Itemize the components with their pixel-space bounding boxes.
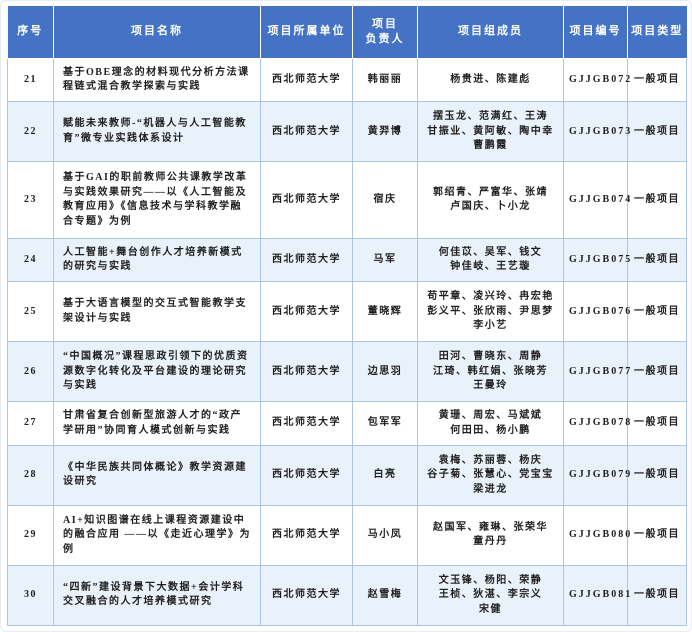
cell-index: 28 [7, 444, 54, 506]
cell-project-name: 基于OBE理念的材料现代分析方法课程链式混合教学探索与实践 [53, 57, 261, 103]
cell-unit: 西北师范大学 [260, 101, 353, 163]
table-row: 24 人工智能+舞台创作人才培养新模式的研究与实践 西北师范大学 马军 何佳苡、… [7, 238, 687, 283]
cell-type: 一般项目 [627, 101, 687, 163]
cell-unit: 西北师范大学 [260, 504, 353, 566]
cell-members: 文玉锋、杨阳、荣静 王桢、狄湛、李宗义 宋健 [417, 564, 564, 627]
cell-project-name: 赋能未来教师-“机器人与人工智能教育”微专业实践体系设计 [53, 101, 261, 163]
table-row: 30 “四新”建设背景下大数据+会计学科交叉融合的人才培养模式研究 西北师范大学… [7, 564, 687, 627]
projects-table: 序号 项目名称 项目所属单位 项目 负责人 项目组成员 项目编号 项目类型 21… [7, 6, 687, 627]
cell-members: 黄珊、周宏、马斌斌 何田田、杨小鹏 [417, 401, 564, 446]
cell-index: 22 [7, 101, 54, 163]
cell-project-name: 甘肃省复合创新型旅游人才的“政产学研用”协同育人模式创新与实践 [53, 401, 261, 446]
cell-project-name: 人工智能+舞台创作人才培养新模式的研究与实践 [53, 238, 261, 283]
col-header-type: 项目类型 [627, 6, 687, 59]
col-header-code: 项目编号 [563, 6, 628, 59]
table-row: 22 赋能未来教师-“机器人与人工智能教育”微专业实践体系设计 西北师范大学 黄… [7, 101, 687, 163]
cell-type: 一般项目 [627, 504, 687, 566]
cell-project-name: “四新”建设背景下大数据+会计学科交叉融合的人才培养模式研究 [53, 564, 261, 627]
cell-members: 何佳苡、吴军、钱文 钟佳岐、王艺璇 [417, 238, 564, 283]
cell-leader: 马小凤 [352, 504, 418, 566]
cell-leader: 韩丽丽 [352, 57, 418, 103]
cell-type: 一般项目 [627, 57, 687, 103]
cell-type: 一般项目 [627, 238, 687, 283]
cell-code: GJJGB073 [563, 101, 630, 163]
cell-members: 郭绍青、严富华、张靖 卢国庆、卜小龙 [417, 161, 564, 240]
header-row: 序号 项目名称 项目所属单位 项目 负责人 项目组成员 项目编号 项目类型 [7, 6, 687, 59]
table-header: 序号 项目名称 项目所属单位 项目 负责人 项目组成员 项目编号 项目类型 [7, 6, 687, 59]
cell-unit: 西北师范大学 [260, 57, 353, 103]
cell-project-name: 《中华民族共同体概论》教学资源建设研究 [53, 444, 261, 506]
cell-project-name: 基于大语言模型的交互式智能教学支架设计与实践 [53, 281, 261, 343]
col-header-index: 序号 [7, 6, 54, 59]
cell-index: 21 [7, 57, 54, 103]
cell-unit: 西北师范大学 [260, 281, 353, 343]
cell-members: 摆玉龙、范满红、王涛 甘振业、黄阿敏、陶中幸 曹鹏霞 [417, 101, 564, 163]
cell-code: GJJGB077 [563, 341, 630, 403]
cell-members: 杨贵进、陈建彪 [417, 57, 564, 103]
cell-index: 24 [7, 238, 54, 283]
cell-project-name: AI+知识图谱在线上课程资源建设中的融合应用 ——以《走近心理学》为例 [53, 504, 261, 566]
cell-leader: 边思羽 [352, 341, 418, 403]
cell-index: 23 [7, 161, 54, 240]
cell-index: 30 [7, 564, 54, 627]
table-row: 21 基于OBE理念的材料现代分析方法课程链式混合教学探索与实践 西北师范大学 … [7, 57, 687, 103]
cell-unit: 西北师范大学 [260, 444, 353, 506]
cell-index: 26 [7, 341, 54, 403]
cell-code: GJJGB079 [563, 444, 630, 506]
table-row: 23 基于GAI的职前教师公共课教学改革与实践效果研究——以《人工智能及教育应用… [7, 161, 687, 240]
cell-unit: 西北师范大学 [260, 401, 353, 446]
cell-members: 赵国军、雍琳、张荣华 童丹丹 [417, 504, 564, 566]
table-body: 21 基于OBE理念的材料现代分析方法课程链式混合教学探索与实践 西北师范大学 … [7, 57, 687, 627]
col-header-leader: 项目 负责人 [352, 6, 418, 59]
table-row: 28 《中华民族共同体概论》教学资源建设研究 西北师范大学 白亮 袁梅、苏丽蓉、… [7, 444, 687, 506]
col-header-name: 项目名称 [53, 6, 261, 59]
cell-unit: 西北师范大学 [260, 161, 353, 240]
cell-unit: 西北师范大学 [260, 564, 353, 627]
cell-leader: 宿庆 [352, 161, 418, 240]
cell-members: 袁梅、苏丽蓉、杨庆 谷子菊、张慧心、党宝宝 梁进龙 [417, 444, 564, 506]
cell-unit: 西北师范大学 [260, 238, 353, 283]
cell-leader: 包军军 [352, 401, 418, 446]
cell-code: GJJGB078 [563, 401, 630, 446]
cell-type: 一般项目 [627, 564, 687, 627]
cell-leader: 马军 [352, 238, 418, 283]
cell-index: 29 [7, 504, 54, 566]
cell-leader: 黄羿博 [352, 101, 418, 163]
cell-type: 一般项目 [627, 341, 687, 403]
cell-code: GJJGB074 [563, 161, 630, 240]
cell-unit: 西北师范大学 [260, 341, 353, 403]
cell-leader: 董晓辉 [352, 281, 418, 343]
col-header-members: 项目组成员 [417, 6, 564, 59]
cell-type: 一般项目 [627, 444, 687, 506]
cell-type: 一般项目 [627, 401, 687, 446]
cell-project-name: 基于GAI的职前教师公共课教学改革与实践效果研究——以《人工智能及教育应用》《信… [53, 161, 261, 240]
cell-code: GJJGB081 [563, 564, 630, 627]
cell-leader: 白亮 [352, 444, 418, 506]
cell-members: 田河、曹晓东、周静 江琦、韩红娟、张晓芳 王曼玲 [417, 341, 564, 403]
cell-index: 27 [7, 401, 54, 446]
table-row: 25 基于大语言模型的交互式智能教学支架设计与实践 西北师范大学 董晓辉 苟平章… [7, 281, 687, 343]
cell-type: 一般项目 [627, 161, 687, 240]
table-row: 29 AI+知识图谱在线上课程资源建设中的融合应用 ——以《走近心理学》为例 西… [7, 504, 687, 566]
cell-code: GJJGB072 [563, 57, 630, 103]
cell-type: 一般项目 [627, 281, 687, 343]
col-header-unit: 项目所属单位 [260, 6, 353, 59]
cell-project-name: “中国概况”课程思政引领下的优质资源数字化转化及平台建设的理论研究与实践 [53, 341, 261, 403]
cell-members: 苟平章、凌兴玲、冉宏艳 彭义平、张欣雨、尹思梦 李小艺 [417, 281, 564, 343]
cell-code: GJJGB080 [563, 504, 630, 566]
cell-code: GJJGB075 [563, 238, 630, 283]
table-row: 26 “中国概况”课程思政引领下的优质资源数字化转化及平台建设的理论研究与实践 … [7, 341, 687, 403]
table-row: 27 甘肃省复合创新型旅游人才的“政产学研用”协同育人模式创新与实践 西北师范大… [7, 401, 687, 446]
cell-index: 25 [7, 281, 54, 343]
cell-leader: 赵雪梅 [352, 564, 418, 627]
cell-code: GJJGB076 [563, 281, 630, 343]
